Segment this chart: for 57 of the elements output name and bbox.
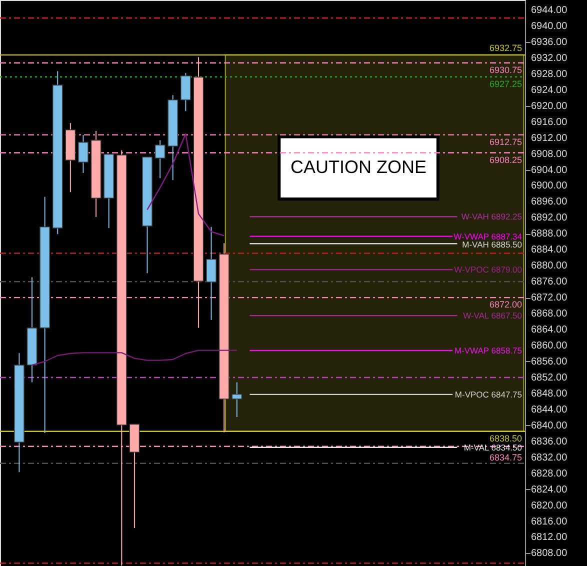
y-tick-label: 6924.00	[531, 84, 568, 96]
y-tick-label: 6840.00	[531, 420, 568, 432]
y-tick-label: 6880.00	[531, 260, 568, 272]
y-tick-label: 6940.00	[531, 20, 568, 32]
candlestick	[232, 382, 242, 418]
ref-line-label: 6927.25	[489, 78, 522, 89]
candlestick	[154, 140, 166, 179]
y-tick-label: 6900.00	[531, 180, 568, 192]
y-tick-label: 6884.00	[531, 244, 568, 256]
y-tick-label: 6828.00	[531, 468, 568, 480]
y-tick-label: 6936.00	[531, 36, 568, 48]
y-tick-label: 6920.00	[531, 100, 568, 112]
candlestick	[206, 226, 217, 320]
y-tick-label: 6872.00	[531, 292, 568, 304]
ref-line-label: 6932.75	[489, 42, 522, 53]
y-tick-label: 6820.00	[531, 500, 568, 512]
y-tick-label: 6856.00	[531, 356, 568, 368]
y-tick-label: 6812.00	[531, 532, 568, 544]
y-tick-label: 6892.00	[531, 212, 568, 224]
y-tick-label: 6836.00	[531, 436, 568, 448]
y-tick-label: 6832.00	[531, 452, 568, 464]
y-tick-label: 6928.00	[531, 68, 568, 80]
y-tick-label: 6824.00	[531, 484, 568, 496]
y-tick-label: 6816.00	[531, 516, 568, 528]
y-tick-label: 6844.00	[531, 404, 568, 416]
ref-line-label: 6834.75	[489, 452, 522, 462]
ref-line-label: 6912.75	[489, 136, 522, 147]
y-tick-label: 6888.00	[531, 228, 568, 240]
y-tick-label: 6860.00	[531, 340, 568, 352]
ref-line-label: W-VWAP 6887.34	[454, 231, 522, 242]
y-tick-label: 6912.00	[531, 132, 568, 144]
candlestick	[78, 134, 88, 174]
y-tick-label: 6848.00	[531, 388, 568, 400]
y-tick-label: 6904.00	[531, 164, 568, 176]
y-tick-label: 6876.00	[531, 276, 568, 288]
y-tick-label: 6868.00	[531, 308, 568, 320]
y-tick-label: 6808.00	[531, 548, 568, 560]
ref-line-label: 6908.25	[489, 154, 522, 165]
ref-line-label: 6872.00	[489, 300, 522, 310]
ref-line-label: W-VAL 6867.50	[463, 310, 522, 321]
y-tick-label: 6852.00	[531, 372, 568, 384]
ref-line-label: M-VAH 6885.50	[462, 239, 522, 250]
ref-line-label: M-VWAP 6858.75	[454, 346, 522, 356]
ref-line-label: 6930.75	[489, 64, 522, 75]
ref-line-label: W-VAH 6892.25	[461, 212, 522, 222]
y-tick-label: 6916.00	[531, 116, 568, 128]
y-tick-label: 6932.00	[531, 52, 568, 64]
line-series	[146, 133, 225, 236]
y-tick-label: 6864.00	[531, 324, 568, 336]
ref-line-label: M-VPOC 6847.75	[454, 389, 522, 400]
y-tick-label: 6944.00	[531, 4, 568, 16]
candlestick	[180, 72, 191, 112]
ref-line-label: W-VPOC 6879.00	[454, 264, 522, 275]
ref-line-label: 6838.50	[489, 433, 522, 444]
y-tick-label: 6908.00	[531, 148, 568, 160]
y-tick-label: 6896.00	[531, 196, 568, 208]
band-label: CAUTION ZONE	[290, 156, 427, 177]
